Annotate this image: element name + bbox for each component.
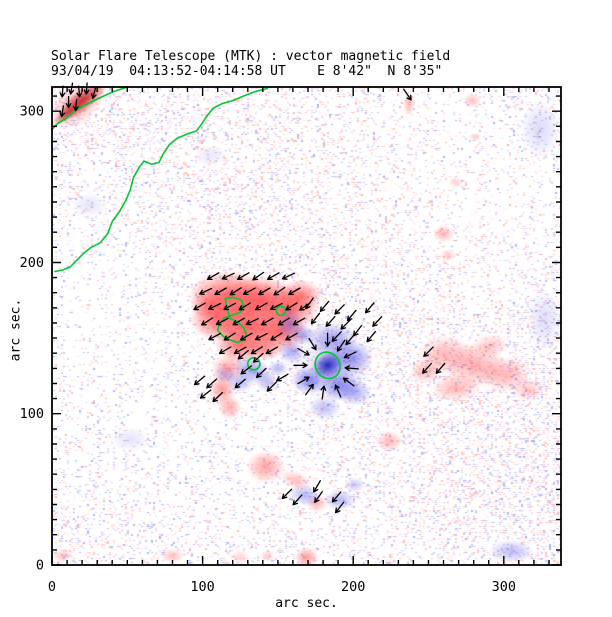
field-contour-circle-1 — [246, 356, 261, 371]
field-contour-ellipse — [314, 351, 341, 380]
plot-title: Solar Flare Telescope (MTK) : vector mag… — [51, 49, 451, 64]
limb-contour-long — [54, 87, 269, 273]
plot-frame — [51, 86, 562, 566]
y-tick-label-100: 100 — [20, 406, 44, 422]
plot-subtitle: 93/04/19 04:13:52-04:14:58 UT E 8'42" N … — [51, 64, 443, 79]
x-tick-label-100: 100 — [190, 579, 214, 595]
x-tick-label-300: 300 — [492, 579, 516, 595]
y-tick-label-0: 0 — [36, 558, 44, 574]
limb-contour-upper — [51, 86, 129, 131]
y-axis-label: arc sec. — [8, 298, 24, 362]
axis-ticks — [51, 87, 561, 566]
x-axis-label: arc sec. — [275, 596, 338, 611]
y-tick-label-300: 300 — [20, 104, 44, 120]
field-vectors — [59, 82, 446, 514]
x-tick-label-200: 200 — [341, 579, 365, 595]
x-tick-label-0: 0 — [48, 579, 56, 595]
field-contour-circle-0 — [275, 305, 287, 317]
y-tick-label-200: 200 — [20, 255, 44, 271]
